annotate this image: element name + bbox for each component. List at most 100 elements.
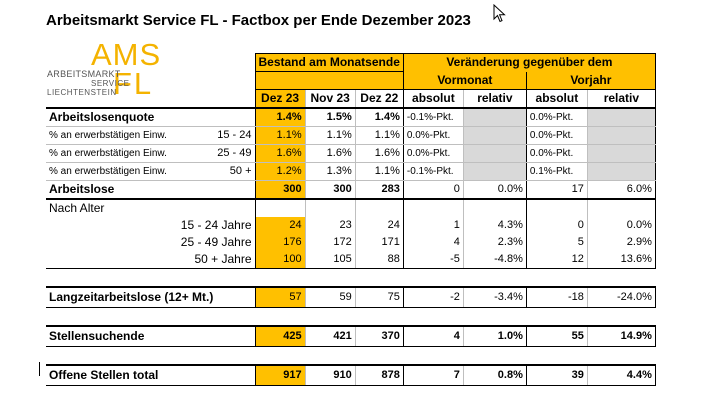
col-nov23: Nov 23: [304, 89, 356, 109]
row-range: 50 +: [210, 162, 255, 181]
cell: 1.1%: [354, 162, 404, 181]
cell: 88: [354, 251, 404, 269]
cell: 13.6%: [586, 251, 656, 269]
cell: 0.0%-Pkt.: [525, 126, 588, 145]
cell: 4.4%: [586, 364, 656, 386]
table-row-quote-1: % an erwerbstätigen Einw. 15 - 24 1.1% 1…: [46, 126, 656, 145]
cell: -0.1%-Pkt.: [402, 162, 464, 181]
cell: 23: [304, 217, 356, 234]
table-row-alter-1: 15 - 24 Jahre 24 23 24 1 4.3% 0 0.0%: [46, 217, 656, 234]
section-label: Nach Alter: [49, 201, 105, 215]
logo-ams-text: AMS: [91, 37, 162, 72]
header-row-1: Bestand am Monatsende Veränderung gegenü…: [46, 53, 656, 72]
cell: 421: [304, 325, 356, 347]
row-label: 25 - 49 Jahre: [180, 235, 252, 249]
cell: 0.0%: [586, 217, 656, 234]
col-dez23: Dez 23: [254, 89, 306, 109]
header-row-2: Vormonat Vorjahr: [46, 71, 656, 90]
cell: 0.1%-Pkt.: [525, 162, 588, 181]
cell: 1.6%: [304, 144, 356, 163]
cell: 1.4%: [254, 108, 306, 127]
cell: 75: [354, 286, 404, 308]
cell: 24: [354, 217, 404, 234]
row-label: % an erwerbstätigen Einw.: [46, 144, 210, 163]
cell: 59: [304, 286, 356, 308]
row-label: 15 - 24 Jahre: [180, 218, 252, 232]
cell: 7: [402, 364, 464, 386]
cell: [586, 108, 656, 127]
cell: 1.5%: [304, 108, 356, 127]
col-vm-absolut: absolut: [402, 89, 464, 109]
cell: [586, 126, 656, 145]
col-vj-absolut: absolut: [525, 89, 588, 109]
cell: [462, 144, 527, 163]
row-range: 25 - 49: [210, 144, 255, 163]
cell: 1.2%: [254, 162, 306, 181]
cell: 14.9%: [586, 325, 656, 347]
cell: 1.1%: [304, 126, 356, 145]
cell: [462, 126, 527, 145]
row-label: Langzeitarbeitslose (12+ Mt.): [46, 286, 255, 308]
cell: 12: [525, 251, 588, 269]
cell: -24.0%: [586, 286, 656, 308]
cell: 1: [402, 217, 464, 234]
cell: 0: [525, 217, 588, 234]
cell: 425: [254, 325, 306, 347]
row-label: Arbeitslosenquote: [46, 108, 255, 127]
table-row-arbeitslose: Arbeitslose 300 300 283 0 0.0% 17 6.0%: [46, 180, 656, 200]
cell: 1.3%: [304, 162, 356, 181]
row-label: % an erwerbstätigen Einw.: [46, 162, 210, 181]
cell: 2.3%: [462, 234, 527, 251]
cell: [462, 108, 527, 127]
cell: 0.0%-Pkt.: [402, 126, 464, 145]
cell: 1.4%: [354, 108, 404, 127]
col-vj-relativ: relativ: [586, 89, 656, 109]
cell: 55: [525, 325, 588, 347]
cell: [586, 144, 656, 163]
cell: 370: [354, 325, 404, 347]
cell: 24: [254, 217, 306, 234]
cell: 5: [525, 234, 588, 251]
cell: -5: [402, 251, 464, 269]
table-row-alter-heading: Nach Alter: [46, 199, 656, 217]
cell: 300: [254, 180, 306, 200]
cell: 283: [354, 180, 404, 200]
cell: 176: [254, 234, 306, 251]
cell: 300: [304, 180, 356, 200]
cell: 910: [304, 364, 356, 386]
page-title: Arbeitsmarkt Service FL - Factbox per En…: [46, 12, 471, 29]
header-row-3: Dez 23 Nov 23 Dez 22 absolut relativ abs…: [46, 89, 656, 109]
cell: -4.8%: [462, 251, 527, 269]
table-row-stellensuchende: Stellensuchende 425 421 370 4 1.0% 55 14…: [46, 325, 656, 347]
cell: 917: [254, 364, 306, 386]
header-vorjahr: Vorjahr: [526, 71, 656, 90]
table-row-alter-2: 25 - 49 Jahre 176 172 171 4 2.3% 5 2.9%: [46, 234, 656, 251]
cell: 172: [304, 234, 356, 251]
mouse-pointer-icon: [493, 4, 506, 23]
text-cursor: [39, 362, 40, 376]
cell: 1.0%: [462, 325, 527, 347]
cell: 1.1%: [354, 126, 404, 145]
factbox-table: Bestand am Monatsende Veränderung gegenü…: [46, 53, 656, 386]
header-bestand: Bestand am Monatsende: [254, 53, 404, 72]
cell: 17: [525, 180, 588, 200]
cell: 4: [402, 234, 464, 251]
cell: 1.6%: [354, 144, 404, 163]
row-label: Stellensuchende: [46, 325, 255, 347]
cell: 1.1%: [254, 126, 306, 145]
cell: 0.8%: [462, 364, 527, 386]
cell: 57: [254, 286, 306, 308]
cell: -2: [402, 286, 464, 308]
table-row-quote-2: % an erwerbstätigen Einw. 25 - 49 1.6% 1…: [46, 144, 656, 163]
cell: 0: [402, 180, 464, 200]
cell: 0.0%-Pkt.: [525, 108, 588, 127]
row-label: Arbeitslose: [46, 180, 255, 200]
row-label: 50 + Jahre: [46, 251, 255, 269]
cell: 2.9%: [586, 234, 656, 251]
col-dez22: Dez 22: [354, 89, 404, 109]
cell: 0.0%-Pkt.: [525, 144, 588, 163]
cell: -0.1%-Pkt.: [402, 108, 464, 127]
cell: [462, 162, 527, 181]
table-row-alter-3: 50 + Jahre 100 105 88 -5 -4.8% 12 13.6%: [46, 251, 656, 269]
cell: 0.0%: [462, 180, 527, 200]
